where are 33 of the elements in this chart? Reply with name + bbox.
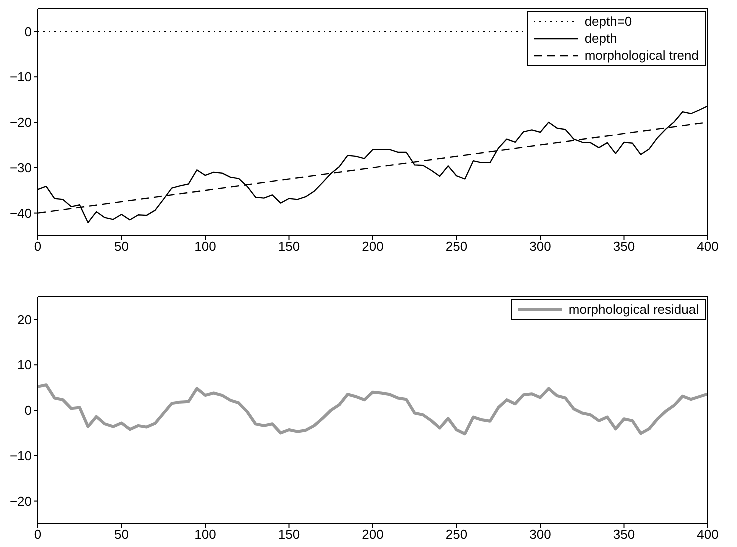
x-tick-label: 250 bbox=[446, 239, 468, 254]
x-tick-label: 0 bbox=[34, 527, 42, 542]
y-tick-label: 0 bbox=[24, 24, 32, 40]
x-tick-label: 300 bbox=[530, 239, 552, 254]
x-tick-label: 0 bbox=[34, 239, 42, 254]
x-tick-label: 200 bbox=[362, 527, 384, 542]
y-tick-label: −20 bbox=[10, 115, 32, 130]
y-tick-label: 20 bbox=[18, 312, 32, 328]
y-tick-label: −20 bbox=[10, 494, 32, 509]
x-tick-label: 50 bbox=[114, 527, 129, 542]
x-tick-label: 50 bbox=[114, 239, 129, 254]
x-tick-label: 100 bbox=[194, 239, 216, 254]
x-tick-label: 350 bbox=[613, 239, 636, 254]
x-tick-label: 250 bbox=[446, 527, 468, 542]
legend-label: morphological trend bbox=[584, 48, 699, 63]
y-tick-label: −40 bbox=[10, 206, 32, 221]
x-tick-label: 300 bbox=[530, 527, 552, 542]
x-tick-label: 350 bbox=[613, 527, 636, 542]
y-tick-label: −30 bbox=[10, 160, 32, 176]
y-tick-label: −10 bbox=[10, 448, 32, 464]
y-tick-label: 0 bbox=[24, 403, 32, 418]
ref-line-label: depth=0 bbox=[584, 14, 632, 29]
x-tick-label: 400 bbox=[697, 239, 719, 254]
legend-label: morphological residual bbox=[568, 302, 699, 317]
y-tick-label: 10 bbox=[18, 358, 32, 373]
legend-label: depth bbox=[584, 31, 618, 46]
x-tick-label: 100 bbox=[194, 527, 216, 542]
line-series bbox=[38, 384, 708, 436]
x-tick-label: 400 bbox=[697, 527, 719, 542]
x-tick-label: 150 bbox=[278, 527, 300, 542]
x-tick-label: 200 bbox=[362, 239, 384, 254]
x-tick-label: 150 bbox=[278, 239, 300, 254]
y-tick-label: −10 bbox=[10, 70, 32, 85]
